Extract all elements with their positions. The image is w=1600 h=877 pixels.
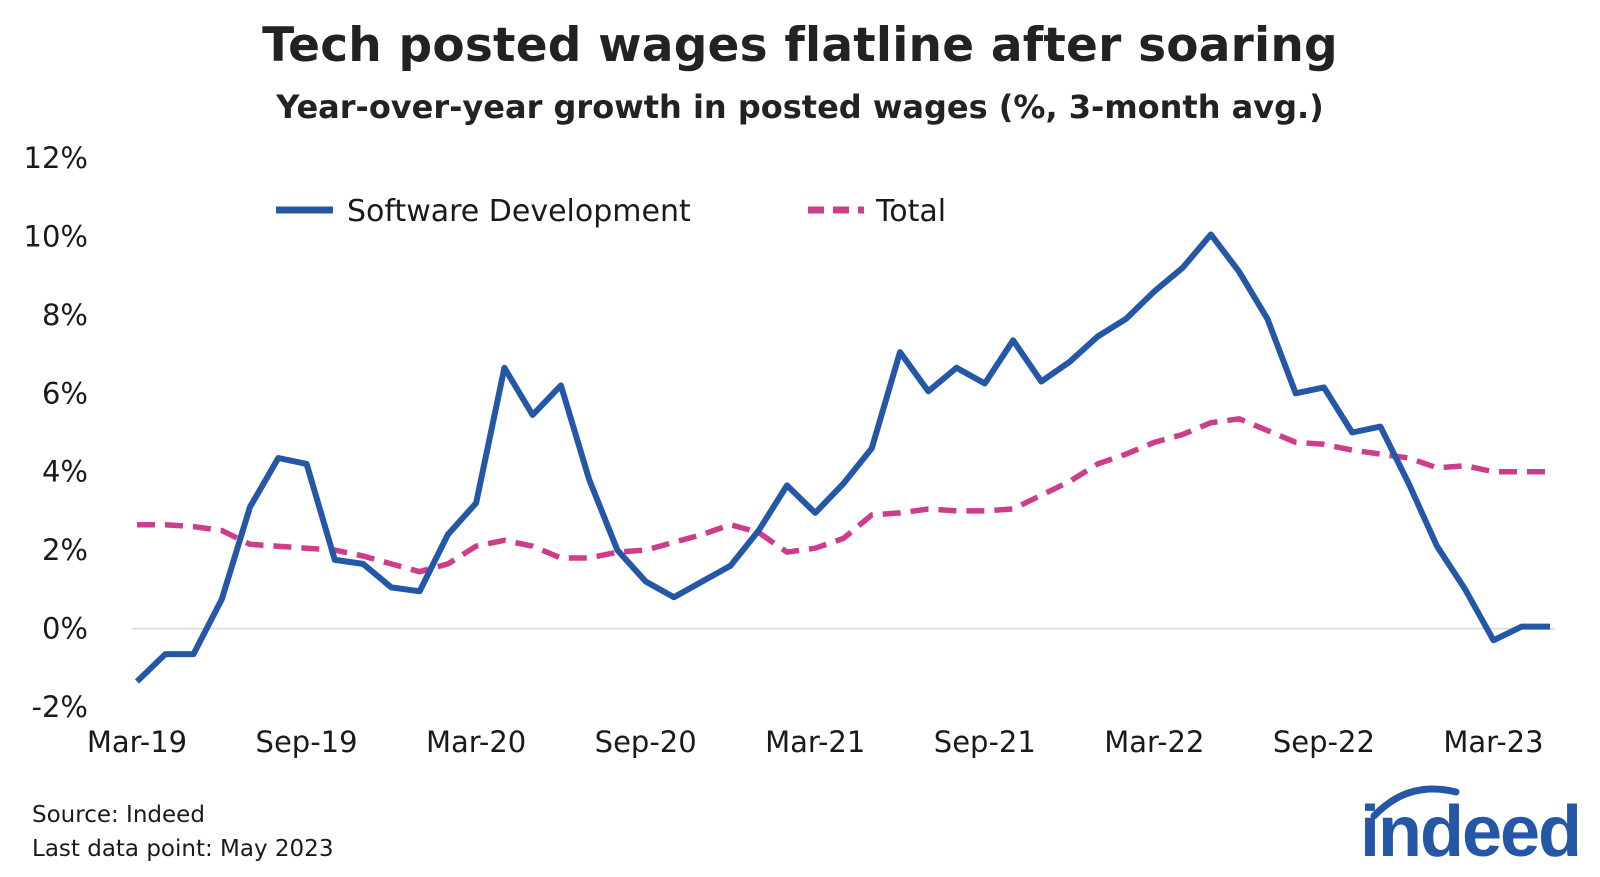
y-tick-label: 4% xyxy=(42,455,88,489)
series-layer xyxy=(134,231,1550,684)
y-tick-label: 10% xyxy=(24,219,88,253)
legend-label-total: Total xyxy=(875,194,946,229)
y-tick-label: 12% xyxy=(24,141,88,175)
last-data-point-note: Last data point: May 2023 xyxy=(32,836,334,862)
y-tick-label: 0% xyxy=(42,612,88,646)
chart-title: Tech posted wages flatline after soaring xyxy=(262,18,1338,73)
series-line-software-development xyxy=(134,231,1550,684)
source-note: Source: Indeed xyxy=(32,802,205,828)
x-tick-label: Sep-20 xyxy=(595,725,697,759)
y-tick-label: 2% xyxy=(42,533,88,567)
x-axis: Mar-19 Sep-19 Mar-20 Sep-20 Mar-21 Sep-21 Mar-… xyxy=(87,725,1544,759)
y-tick-label: 6% xyxy=(42,376,88,410)
logo-wordmark: indeed xyxy=(1360,792,1578,867)
x-tick-label: Mar-21 xyxy=(765,725,865,759)
x-tick-label: Sep-19 xyxy=(256,725,358,759)
y-tick-label: -2% xyxy=(32,690,88,724)
x-tick-label: Mar-20 xyxy=(426,725,526,759)
y-tick-label: 8% xyxy=(42,298,88,332)
x-tick-label: Sep-21 xyxy=(934,725,1036,759)
x-tick-label: Mar-22 xyxy=(1104,725,1204,759)
chart-subtitle: Year-over-year growth in posted wages (%… xyxy=(276,88,1324,126)
y-axis: -2% 0% 2% 4% 6% 8% 10% 12% xyxy=(24,141,88,724)
x-tick-label: Mar-23 xyxy=(1443,725,1543,759)
legend: Software Development Total xyxy=(276,194,946,229)
series-line-total xyxy=(137,416,1550,575)
indeed-logo-mark: indeed xyxy=(1360,785,1582,872)
x-tick-label: Sep-22 xyxy=(1273,725,1375,759)
legend-label-software-development: Software Development xyxy=(347,194,691,229)
indeed-logo: indeed xyxy=(1338,782,1582,872)
logo-arc-icon xyxy=(1370,785,1460,820)
x-tick-label: Mar-19 xyxy=(87,725,187,759)
